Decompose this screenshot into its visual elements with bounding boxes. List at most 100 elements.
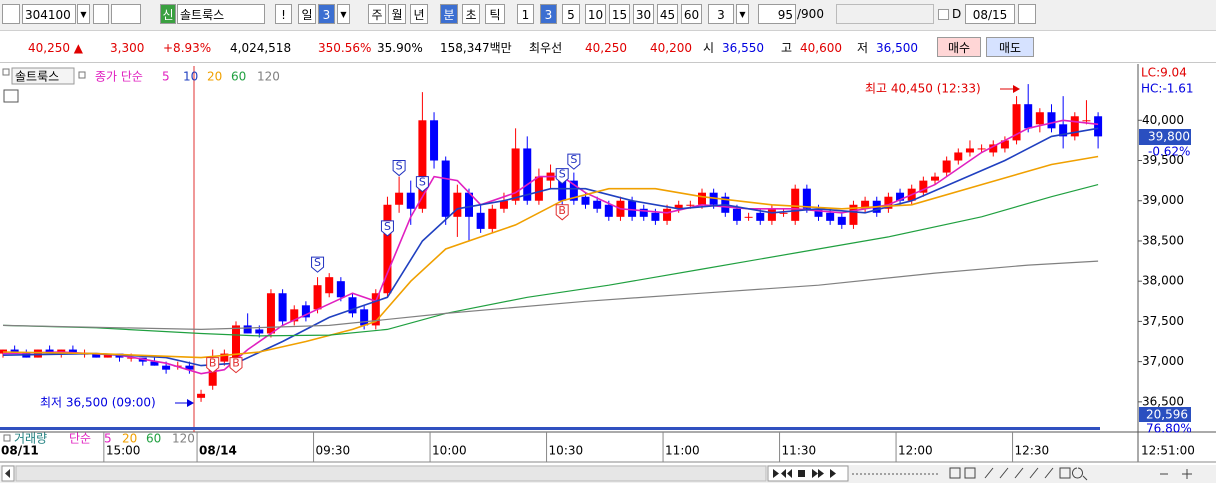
annotation-arrow-head: [1013, 85, 1020, 93]
candle-body: [488, 208, 497, 229]
signal-marker: [555, 204, 569, 221]
moving-average: [2, 155, 1099, 359]
minute-button[interactable]: 45: [657, 4, 678, 24]
candle-body: [604, 204, 613, 217]
minute-button[interactable]: 5: [562, 4, 580, 24]
x-tick-label: 09:30: [316, 444, 351, 458]
candle-body: [814, 208, 823, 217]
x-tick-label: 15:00: [106, 444, 141, 458]
y-tick-label: 37,000: [1142, 354, 1184, 368]
period-button[interactable]: 월: [388, 4, 406, 24]
signal-marker: [229, 357, 243, 374]
tool-icons[interactable]: [949, 467, 1192, 481]
minute-button[interactable]: 10: [585, 4, 606, 24]
low-annotation: 최저 36,500 (09:00): [40, 396, 156, 410]
candle-body: [33, 349, 42, 358]
dropdown[interactable]: ▼: [337, 4, 350, 24]
candle-body: [674, 204, 683, 209]
best-label: 최우선: [529, 41, 563, 55]
volume-pct-label: 76.80%: [1146, 422, 1192, 436]
candle-body: [499, 200, 508, 209]
candle-body: [266, 293, 275, 334]
bid: 40,200: [650, 41, 692, 55]
menu-icon[interactable]: [2, 4, 20, 24]
chart-tools[interactable]: [836, 4, 934, 24]
candle-body: [150, 361, 159, 366]
legend-entry: 20: [207, 70, 222, 84]
y-tick-label: 40,000: [1142, 113, 1184, 127]
cursor-time-label: 12:51:00: [1141, 444, 1195, 458]
name-input[interactable]: 솔트룩스: [177, 4, 265, 24]
minute-button[interactable]: 3: [540, 4, 557, 24]
cursor-time-box: [1139, 442, 1209, 458]
legend-icon: [3, 434, 11, 442]
calendar-icon[interactable]: [1018, 4, 1036, 24]
candle-body: [1094, 116, 1103, 137]
range-input[interactable]: 95: [758, 4, 796, 24]
signal-marker: [555, 168, 569, 185]
signal-label: S: [559, 168, 566, 181]
legend-entry: 120: [257, 70, 280, 84]
x-tick-label: 12:30: [1015, 444, 1050, 458]
candle-body: [861, 200, 870, 209]
period-button[interactable]: 틱: [485, 4, 505, 24]
candle-body: [441, 160, 450, 217]
candle-body: [802, 188, 811, 209]
signal-marker: [206, 357, 220, 374]
candle-body: [360, 309, 369, 326]
candle-body: [651, 212, 660, 221]
candle-body: [593, 200, 602, 209]
d-label: D: [952, 7, 962, 21]
legend-title: 솔트룩스: [15, 70, 59, 84]
candle-body: [919, 180, 928, 193]
candle-body: [791, 188, 800, 221]
checkbox[interactable]: [938, 9, 949, 20]
date-input[interactable]: 08/15: [965, 4, 1015, 24]
legend-entry: 5: [162, 70, 170, 84]
candle-body: [849, 204, 858, 225]
dropdown[interactable]: ▼: [77, 4, 90, 24]
period-button[interactable]: 주: [368, 4, 386, 24]
count-input[interactable]: 3: [708, 4, 734, 24]
period-button[interactable]: 일: [298, 4, 316, 24]
minute-button[interactable]: 30: [633, 4, 654, 24]
signal-label: S: [419, 176, 426, 189]
signal-label: S: [314, 256, 321, 269]
period-button[interactable]: 년: [410, 4, 428, 24]
candle-body: [162, 365, 171, 370]
period-button[interactable]: 초: [462, 4, 480, 24]
sell-button[interactable]: 매도: [986, 37, 1034, 57]
period-button[interactable]: 3: [318, 4, 335, 24]
candle-body: [698, 192, 706, 205]
legend-entry: 60: [231, 70, 246, 84]
signal-marker: [415, 176, 429, 193]
alert-button[interactable]: !: [275, 4, 292, 24]
search-icon[interactable]: [93, 4, 109, 24]
amount: 158,347백만: [440, 41, 512, 55]
minute-button[interactable]: 1: [517, 4, 534, 24]
candle-body: [954, 152, 963, 161]
y-tick-label: 38,500: [1142, 233, 1184, 247]
moving-average: [2, 119, 1099, 375]
x-tick-label: 10:00: [432, 444, 467, 458]
candle-body: [977, 148, 986, 150]
candle-body: [1082, 120, 1091, 122]
sound-icons[interactable]: [111, 4, 141, 24]
dropdown[interactable]: ▼: [736, 4, 749, 24]
candle-body: [68, 349, 77, 354]
scroll-track[interactable]: [15, 465, 767, 482]
playback-controls[interactable]: [767, 465, 849, 482]
buy-button[interactable]: 매수: [937, 37, 981, 57]
minute-button[interactable]: 60: [681, 4, 702, 24]
code-input[interactable]: 304100: [22, 4, 76, 24]
period-button[interactable]: 분: [440, 4, 458, 24]
moving-average: [2, 184, 1099, 337]
minute-button[interactable]: 15: [609, 4, 630, 24]
candle-body: [185, 365, 194, 370]
candle-body: [896, 192, 905, 201]
candle-body: [1024, 104, 1033, 129]
candle-body: [965, 148, 974, 153]
table-icon[interactable]: [3, 89, 19, 103]
